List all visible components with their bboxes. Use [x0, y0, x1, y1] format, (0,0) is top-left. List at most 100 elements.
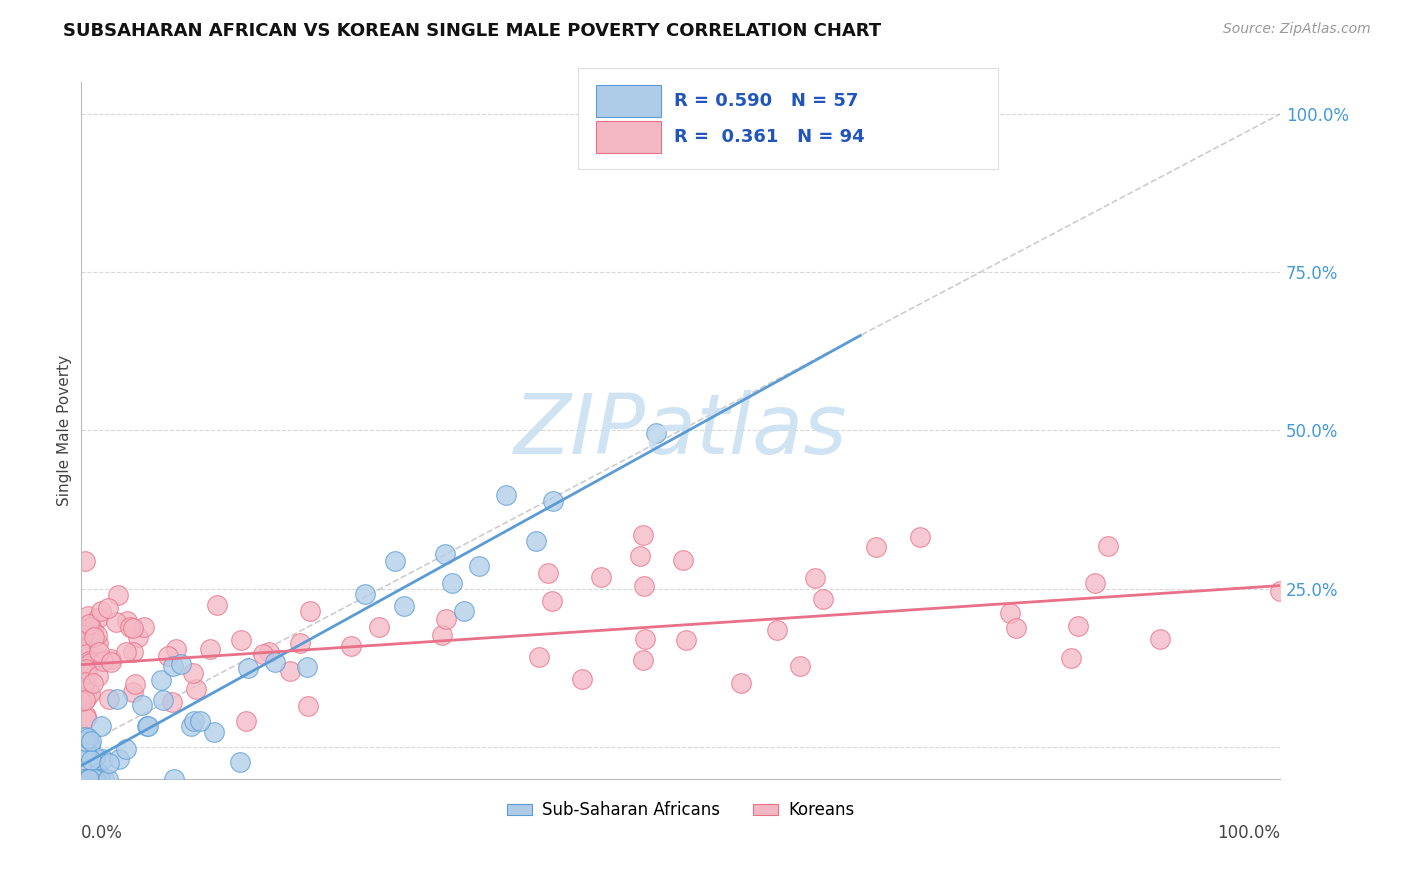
Point [633, 528, 655, 542]
Text: SUBSAHARAN AFRICAN VS KOREAN SINGLE MALE POVERTY CORRELATION CHART: SUBSAHARAN AFRICAN VS KOREAN SINGLE MALE… [63, 22, 882, 40]
Text: 0.0%: 0.0% [80, 824, 122, 842]
Point [278, 664, 301, 678]
Point [298, 604, 321, 618]
Point [70, 759, 93, 773]
Point [76, 690, 98, 705]
Point [998, 606, 1021, 620]
Text: Source: ZipAtlas.com: Source: ZipAtlas.com [1223, 22, 1371, 37]
Point [70, 772, 93, 786]
Point [76, 772, 98, 786]
Point [76, 731, 98, 745]
Point [541, 493, 564, 508]
Point [75, 711, 97, 725]
Point [633, 579, 655, 593]
Point [434, 548, 457, 562]
Text: ZIPatlas: ZIPatlas [513, 390, 848, 471]
Point [75, 662, 97, 676]
Point [165, 642, 187, 657]
Y-axis label: Single Male Poverty: Single Male Poverty [58, 355, 72, 506]
Point [288, 636, 311, 650]
Point [766, 623, 789, 637]
Point [115, 741, 138, 756]
Point [87, 610, 110, 624]
Point [115, 645, 138, 659]
Point [264, 655, 287, 669]
Point [131, 698, 153, 713]
Point [73, 733, 96, 747]
Point [127, 630, 149, 644]
Point [73, 692, 96, 706]
Point [80, 620, 103, 634]
Point [97, 692, 120, 706]
Point [90, 719, 112, 733]
Point [73, 772, 96, 786]
Point [73, 772, 96, 786]
Point [79, 686, 101, 700]
Point [69, 648, 91, 662]
Point [252, 647, 274, 661]
Point [633, 632, 655, 646]
Point [84, 772, 107, 786]
Point [190, 714, 212, 729]
Point [91, 752, 114, 766]
Point [591, 570, 613, 584]
Point [163, 772, 186, 786]
Point [89, 772, 111, 786]
Point [108, 752, 131, 766]
Point [75, 746, 97, 760]
Point [105, 692, 128, 706]
Point [628, 549, 651, 564]
Point [181, 665, 204, 680]
Point [152, 692, 174, 706]
Point [87, 765, 110, 780]
Point [75, 709, 97, 723]
Point [394, 599, 416, 613]
Point [89, 645, 111, 659]
Point [675, 633, 697, 648]
Point [645, 426, 668, 441]
Point [453, 604, 475, 618]
Point [120, 620, 142, 634]
Point [231, 633, 253, 648]
FancyBboxPatch shape [596, 121, 661, 153]
Point [72, 622, 94, 636]
Point [93, 772, 115, 786]
Point [93, 654, 115, 668]
Point [79, 772, 101, 786]
Point [80, 734, 103, 748]
Point [73, 730, 96, 744]
Point [170, 657, 193, 671]
Point [157, 648, 180, 663]
Point [124, 677, 146, 691]
Point [198, 642, 221, 657]
Point [1060, 651, 1083, 665]
FancyBboxPatch shape [596, 85, 661, 117]
Point [150, 673, 173, 688]
Point [440, 576, 463, 591]
FancyBboxPatch shape [578, 69, 998, 169]
Point [537, 566, 560, 581]
Point [672, 553, 695, 567]
Point [1149, 632, 1171, 647]
Point [339, 639, 361, 653]
Point [86, 628, 108, 642]
Point [77, 609, 100, 624]
Point [1097, 539, 1119, 553]
Point [1067, 618, 1090, 632]
Point [97, 772, 120, 786]
Point [184, 682, 207, 697]
Point [571, 672, 593, 686]
Point [202, 725, 225, 739]
Point [183, 714, 205, 728]
Point [76, 666, 98, 681]
Point [86, 772, 108, 786]
Point [90, 604, 112, 618]
Point [73, 641, 96, 656]
Point [98, 756, 121, 771]
Point [540, 594, 562, 608]
Point [526, 533, 548, 548]
Point [121, 685, 143, 699]
Point [104, 615, 127, 629]
Point [353, 587, 375, 601]
Point [633, 653, 655, 667]
